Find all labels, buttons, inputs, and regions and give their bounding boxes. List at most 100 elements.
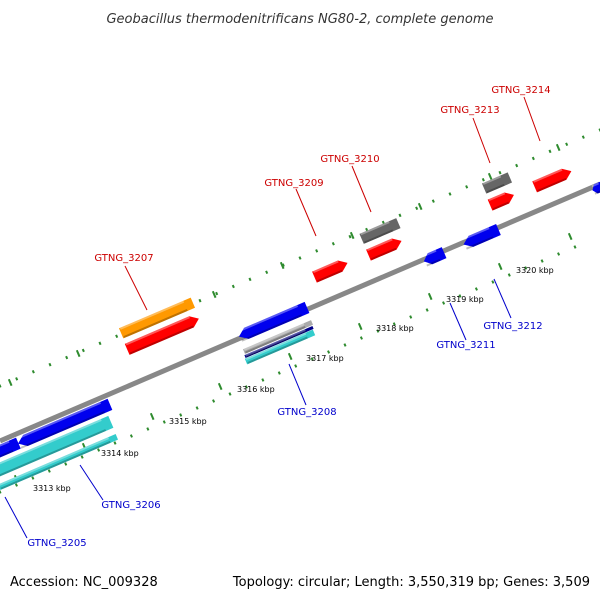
- ruler-dot: [458, 294, 462, 298]
- gene-arrow-blue[interactable]: [237, 301, 310, 342]
- major-tick: [279, 261, 285, 270]
- ruler-dot: [465, 185, 469, 189]
- ruler-dot: [298, 256, 302, 260]
- ruler-dot: [310, 357, 314, 361]
- ruler-dot: [565, 142, 569, 146]
- ruler-dot: [392, 322, 396, 326]
- topology-text: Topology: circular; Length: 3,550,319 bp…: [232, 575, 590, 590]
- ruler-dot: [343, 343, 347, 347]
- gene-arrow-cyan[interactable]: [0, 415, 114, 479]
- tick-labels: 3313 kbp 3314 kbp 3315 kbp 3316 kbp 3317…: [33, 266, 554, 493]
- gene-arrow-gray[interactable]: [359, 218, 401, 244]
- gene-arrow-red[interactable]: [312, 257, 350, 283]
- gene-arrow-blue[interactable]: [0, 437, 21, 465]
- ruler-dot: [31, 476, 35, 480]
- ruler-dot: [162, 420, 166, 424]
- gene-label[interactable]: GTNG_3208: [277, 407, 336, 418]
- ruler-dot: [231, 284, 235, 289]
- ruler-dot: [81, 348, 85, 353]
- major-tick: [149, 412, 155, 421]
- ruler-dot: [228, 392, 232, 396]
- map-title: Geobacillus thermodenitrificans NG80-2, …: [106, 12, 493, 27]
- ruler-dot: [179, 413, 183, 417]
- gene-arrow-navy[interactable]: [244, 326, 314, 358]
- tick-label: 3314 kbp: [101, 449, 139, 458]
- ruler-dot: [212, 399, 216, 403]
- gene-arrow-red[interactable]: [124, 313, 201, 355]
- ruler-dot: [64, 462, 68, 466]
- tick-label: 3315 kbp: [169, 417, 207, 426]
- major-tick: [567, 232, 573, 241]
- ruler-dot: [448, 192, 452, 196]
- major-tick: [349, 231, 355, 240]
- gene-label[interactable]: GTNG_3214: [491, 85, 550, 96]
- major-tick: [75, 349, 81, 358]
- gene-label[interactable]: GTNG_3209: [264, 178, 323, 189]
- ruler-dot: [581, 135, 585, 139]
- tick-label: 3320 kbp: [516, 266, 554, 275]
- gene-label[interactable]: GTNG_3205: [27, 538, 86, 549]
- gene-arrow-red[interactable]: [532, 166, 573, 193]
- major-tick: [555, 143, 561, 152]
- ruler-dot: [573, 245, 577, 249]
- major-tick: [497, 262, 503, 271]
- ruler-dot: [331, 242, 335, 246]
- ruler-dot: [277, 371, 281, 375]
- gene-arrow-blue[interactable]: [461, 224, 501, 250]
- ruler-dot: [598, 128, 600, 132]
- gene-arrow-silver[interactable]: [243, 320, 313, 354]
- ruler-dot: [415, 206, 419, 210]
- gene-label[interactable]: GTNG_3210: [320, 154, 379, 165]
- ruler-dot: [48, 362, 52, 367]
- label-leader-lines: [4, 96, 541, 539]
- ruler-dot: [481, 178, 485, 182]
- ruler-dot: [557, 252, 561, 256]
- gene-label[interactable]: GTNG_3213: [440, 105, 499, 116]
- ruler-dot: [146, 427, 150, 431]
- ruler-dot: [548, 149, 552, 154]
- ruler-dot: [113, 441, 117, 445]
- ruler-dot: [491, 280, 495, 284]
- ruler-dot: [47, 469, 51, 473]
- gene-label[interactable]: GTNG_3211: [436, 340, 495, 351]
- major-tick: [287, 352, 293, 361]
- ruler-dot: [409, 315, 413, 319]
- gene-label[interactable]: GTNG_3212: [483, 321, 542, 332]
- ruler-dot: [244, 385, 248, 389]
- ruler-dot: [474, 287, 478, 291]
- gene-label[interactable]: GTNG_3207: [94, 253, 153, 264]
- ruler-dot: [531, 156, 535, 161]
- gene-arrow-blue[interactable]: [16, 398, 113, 449]
- major-tick: [357, 322, 363, 331]
- ruler-dot: [14, 483, 18, 487]
- gene-arrow-blue[interactable]: [591, 181, 600, 195]
- ruler-dot: [498, 170, 502, 175]
- ruler-dot: [265, 270, 269, 274]
- gene-arrow-cyan[interactable]: [0, 434, 119, 490]
- tick-label: 3319 kbp: [446, 295, 484, 304]
- gene-arrow-blue[interactable]: [422, 247, 447, 267]
- tick-label: 3317 kbp: [306, 354, 344, 363]
- gene-arrow-orange[interactable]: [118, 297, 196, 339]
- ruler-dot: [198, 298, 202, 303]
- ruler-dot: [315, 249, 319, 253]
- ruler-dot: [359, 336, 363, 340]
- gene-arrow-cyan[interactable]: [244, 329, 316, 365]
- gene-arrow-gray[interactable]: [481, 172, 513, 194]
- ruler-dot: [327, 350, 331, 354]
- ruler-dot: [31, 370, 35, 374]
- tick-label: 3318 kbp: [376, 324, 414, 333]
- ruler-dot: [129, 434, 133, 438]
- ruler-dot: [261, 378, 265, 382]
- ruler-dot: [115, 334, 119, 338]
- ruler-dot: [294, 364, 298, 368]
- ruler-dot: [98, 341, 102, 346]
- ruler-dot: [65, 355, 69, 360]
- forward-gene-labels: GTNG_3207 GTNG_3209 GTNG_3210 GTNG_3213 …: [94, 85, 550, 264]
- gene-label[interactable]: GTNG_3206: [101, 500, 160, 511]
- major-tick: [211, 290, 217, 299]
- ruler-dot: [248, 277, 252, 282]
- gene-arrow-red[interactable]: [487, 189, 517, 211]
- major-tick: [217, 382, 223, 391]
- gene-arrow-red[interactable]: [366, 235, 404, 261]
